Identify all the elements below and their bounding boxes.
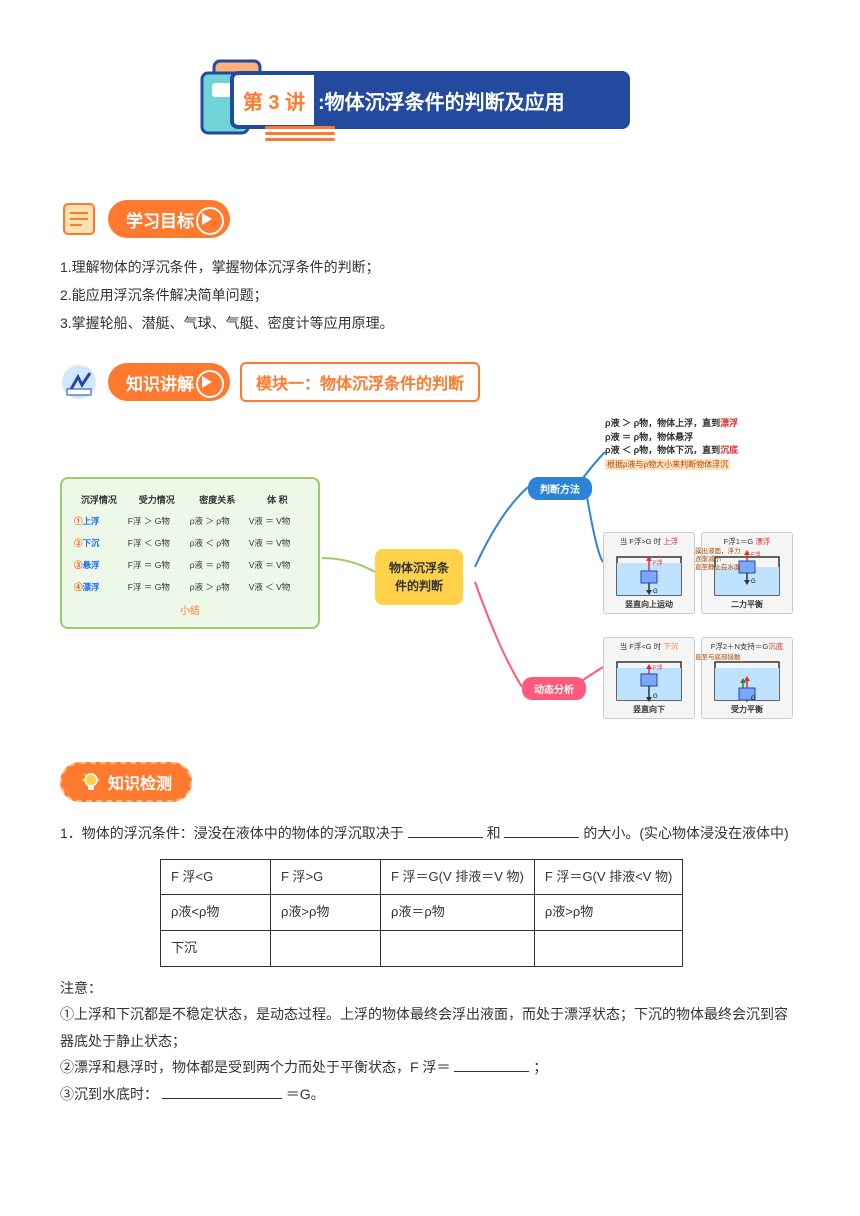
branch-method: 判断方法 — [528, 477, 592, 500]
svg-text:F浮: F浮 — [751, 551, 761, 559]
goal-item: 2.能应用浮沉条件解决简单问题； — [60, 281, 800, 309]
play-icon — [202, 213, 212, 225]
goal-item: 1.理解物体的浮沉条件，掌握物体沉浮条件的判断； — [60, 253, 800, 281]
table-row: F 浮<G F 浮>G F 浮＝G(V 排液＝V 物) F 浮＝G(V 排液<V… — [161, 859, 683, 895]
down-note: 直至与底部接触 — [695, 651, 741, 661]
svg-text:G: G — [653, 589, 658, 595]
center-node: 物体沉浮条 件的判断 — [375, 549, 463, 605]
th: 受力情况 — [126, 489, 188, 510]
section-goals-header: 学习目标 — [60, 200, 800, 238]
dynamic-up-diagrams: 当 F浮>G 时 上浮 F浮G 竖直向上运动 F浮1＝G 漂浮 F浮G 二力平衡… — [603, 532, 803, 614]
lesson-number: 第 3 讲 — [234, 75, 314, 125]
th: 体 积 — [247, 489, 308, 510]
svg-text:G: G — [751, 696, 756, 702]
caption: 小结 — [72, 602, 308, 617]
beaker-up: 当 F浮>G 时 上浮 F浮G 竖直向上运动 — [603, 532, 695, 614]
goals-list: 1.理解物体的浮沉条件，掌握物体沉浮条件的判断； 2.能应用浮沉条件解决简单问题… — [60, 253, 800, 337]
dynamic-down-diagrams: 当 F浮<G 时 下沉 F浮G 竖直向下 F浮2＋N支持＝G沉底 G 受力平衡 … — [603, 637, 803, 719]
svg-text:G: G — [751, 579, 756, 585]
svg-text:F浮: F浮 — [653, 664, 663, 672]
knowledge-pill: 知识讲解 — [108, 363, 230, 401]
th: 沉浮情况 — [72, 489, 126, 510]
up-notes: 露出液面，浮力逐渐减小 直至静止在水面 — [695, 548, 745, 571]
test-body: 1．物体的浮沉条件：浸没在液体中的物体的浮沉取决于 和 的大小。(实心物体浸没在… — [60, 820, 800, 1108]
blank — [504, 824, 579, 838]
goals-pill: 学习目标 — [108, 200, 230, 238]
lightbulb-icon — [80, 771, 102, 793]
blank — [408, 824, 483, 838]
question-1: 1．物体的浮沉条件：浸没在液体中的物体的浮沉取决于 和 的大小。(实心物体浸没在… — [60, 820, 800, 847]
method-notes: ρ液 ＞ ρ物，物体上浮，直到漂浮 ρ液 ＝ ρ物，物体悬浮 ρ液 ＜ ρ物，物… — [605, 417, 800, 471]
lesson-title: :物体沉浮条件的判断及应用 — [314, 86, 626, 115]
summary-table: 沉浮情况 受力情况 密度关系 体 积 ①上浮F浮 ＞ G物ρ液 ＞ ρ物V液 ＝… — [60, 477, 320, 629]
th: 密度关系 — [188, 489, 247, 510]
branch-dynamic: 动态分析 — [522, 677, 586, 700]
title-box: 第 3 讲 :物体沉浮条件的判断及应用 — [230, 71, 630, 129]
scroll-icon — [60, 200, 98, 238]
beaker-sink: 当 F浮<G 时 下沉 F浮G 竖直向下 — [603, 637, 695, 719]
test-pill: 知识检测 — [60, 762, 192, 802]
knowledge-label: 知识讲解 — [126, 370, 194, 395]
mindmap: 沉浮情况 受力情况 密度关系 体 积 ①上浮F浮 ＞ G物ρ液 ＞ ρ物V液 ＝… — [60, 422, 800, 732]
svg-text:G: G — [653, 694, 658, 700]
lesson-title-banner: 第 3 讲 :物体沉浮条件的判断及应用 — [60, 50, 800, 150]
svg-text:F浮: F浮 — [653, 559, 663, 567]
table-row: ρ液<ρ物 ρ液>ρ物 ρ液＝ρ物 ρ液>ρ物 — [161, 895, 683, 931]
test-label: 知识检测 — [108, 770, 172, 794]
section-knowledge-header: 知识讲解 模块一：物体沉浮条件的判断 — [60, 362, 800, 402]
tools-icon — [60, 363, 98, 401]
blank — [454, 1058, 529, 1072]
beaker-float: F浮1＝G 漂浮 F浮G 二力平衡 — [701, 532, 793, 614]
goals-label: 学习目标 — [126, 207, 194, 232]
play-icon — [202, 376, 212, 388]
test-table: F 浮<G F 浮>G F 浮＝G(V 排液＝V 物) F 浮＝G(V 排液<V… — [160, 859, 683, 967]
beaker-bottom: F浮2＋N支持＝G沉底 G 受力平衡 — [701, 637, 793, 719]
module-label: 模块一：物体沉浮条件的判断 — [240, 362, 480, 402]
notes: 注意： ①上浮和下沉都是不稳定状态，是动态过程。上浮的物体最终会浮出液面，而处于… — [60, 975, 800, 1108]
section-test-header: 知识检测 — [60, 737, 800, 802]
stripes-icon — [265, 126, 335, 144]
blank — [162, 1085, 282, 1099]
goal-item: 3.掌握轮船、潜艇、气球、气艇、密度计等应用原理。 — [60, 309, 800, 337]
table-row: 下沉 — [161, 930, 683, 966]
